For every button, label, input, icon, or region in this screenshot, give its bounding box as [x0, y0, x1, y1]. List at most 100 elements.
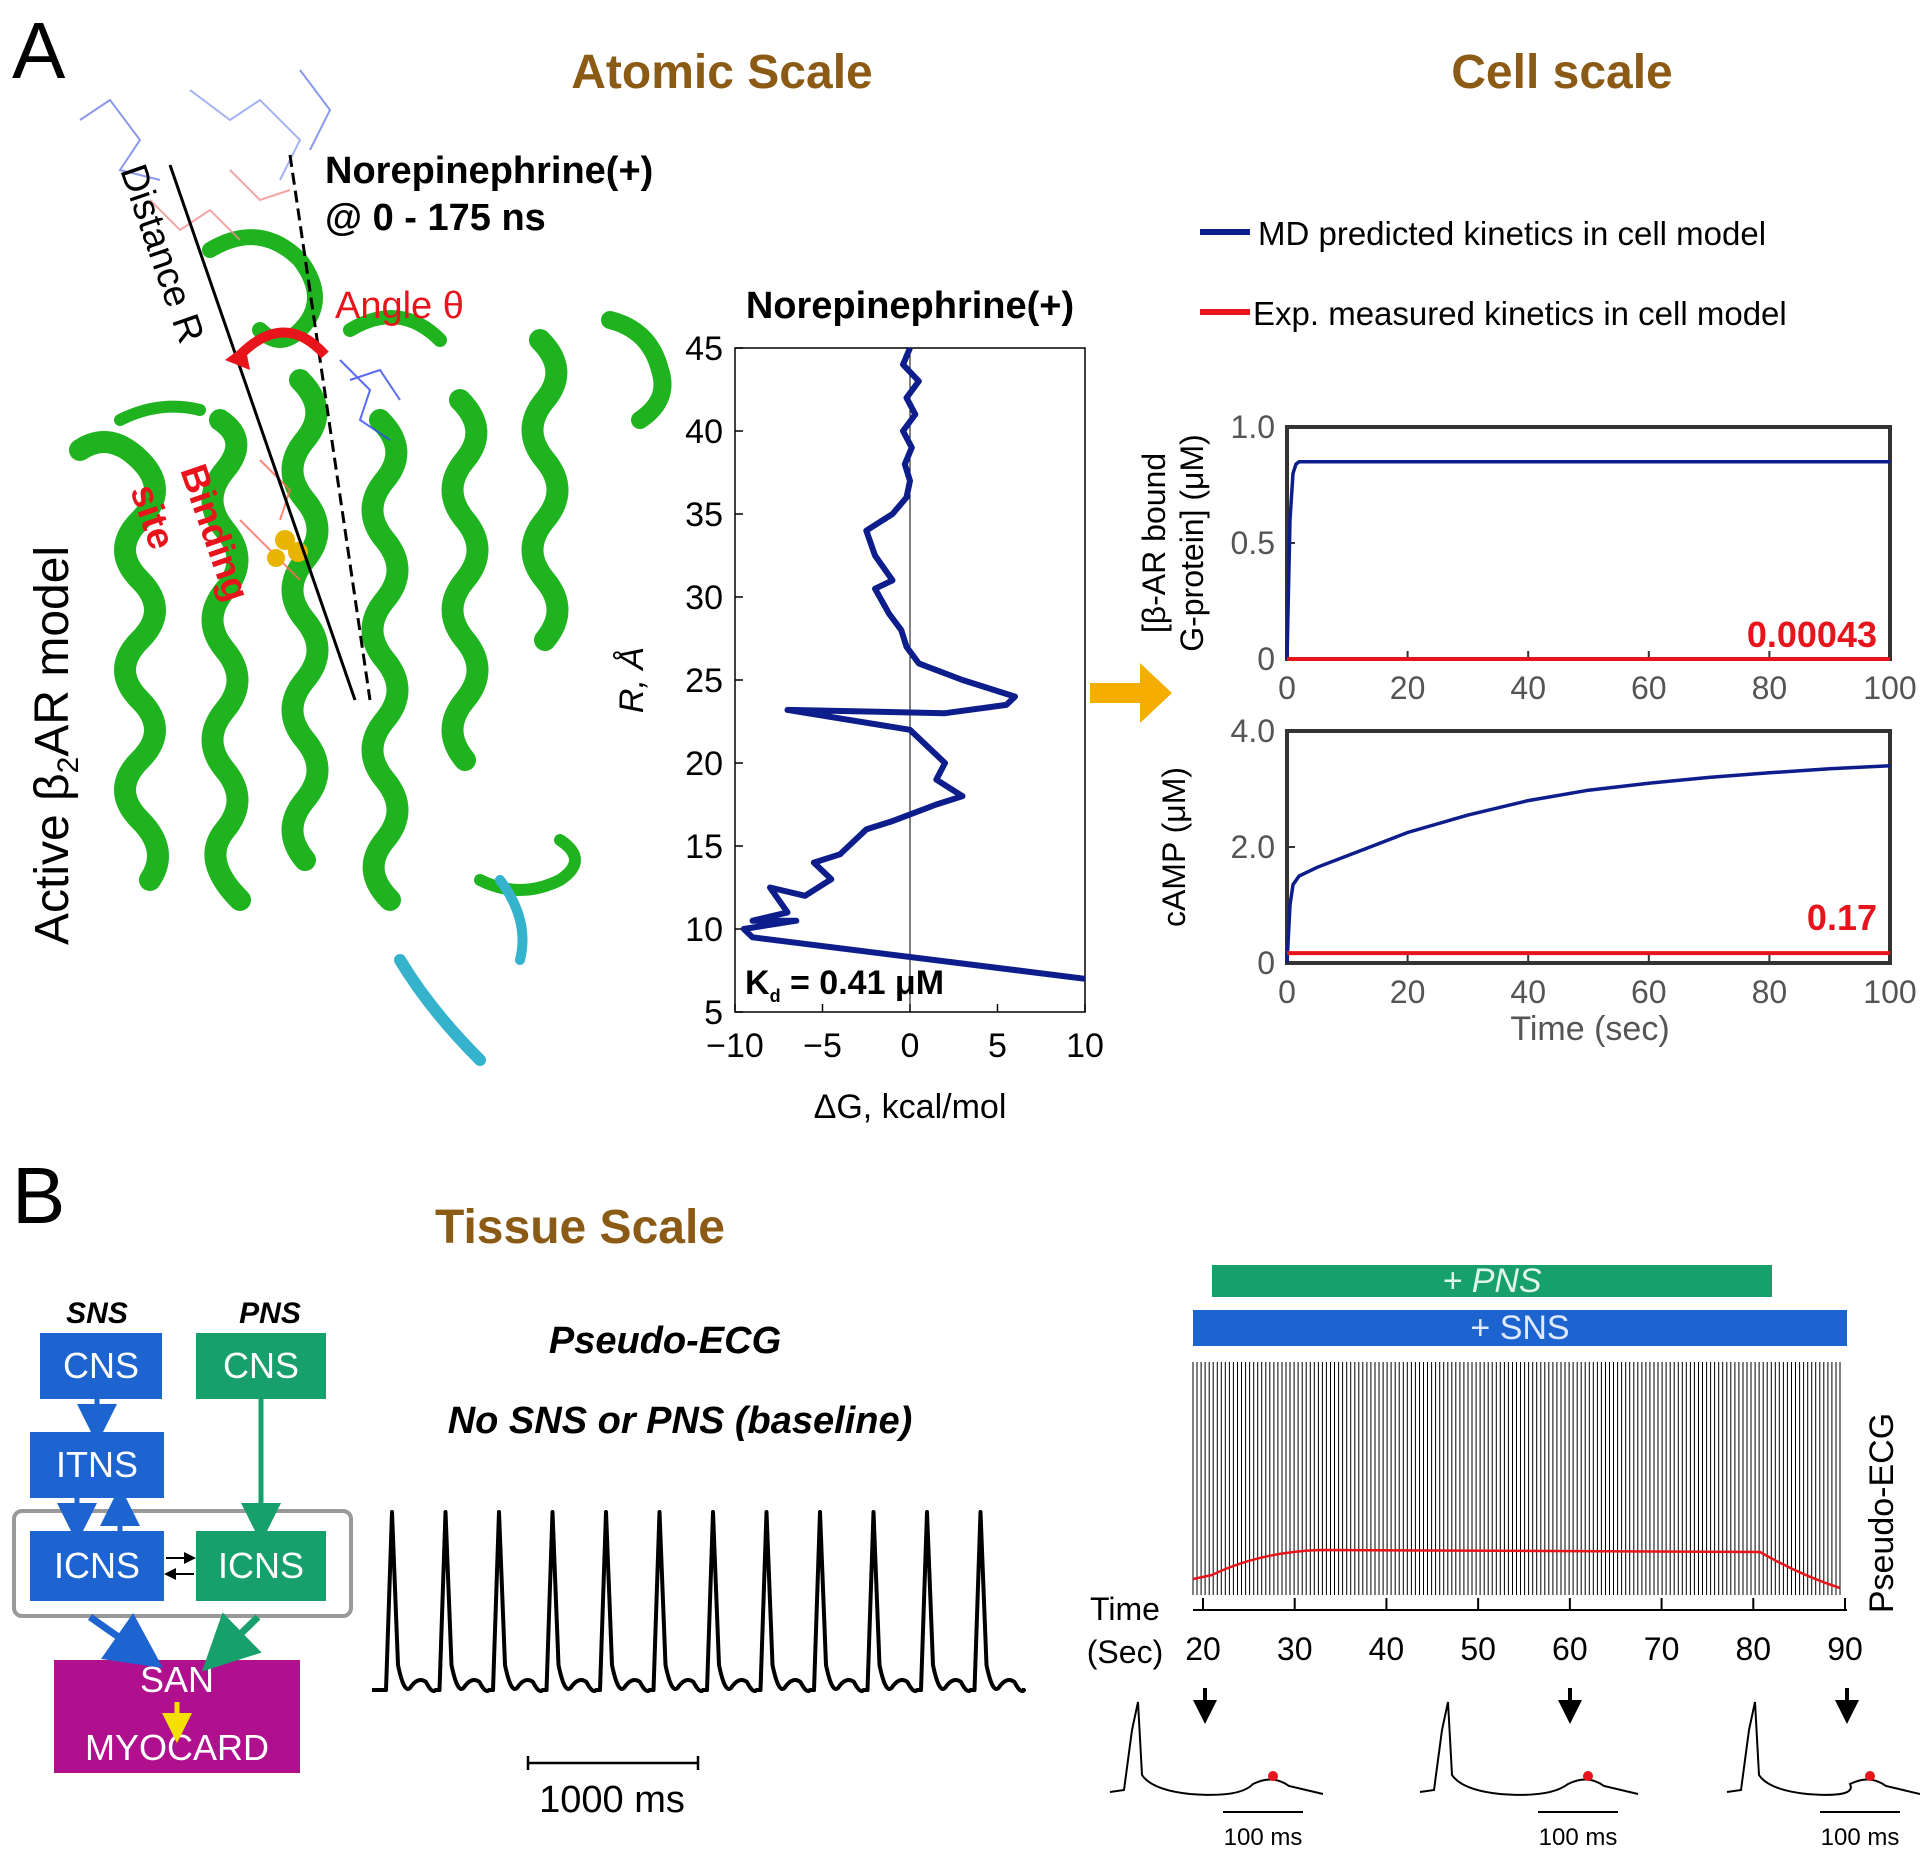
fe-xtick-label: 10 [1066, 1027, 1104, 1065]
camp-plot-frame [1285, 729, 1892, 965]
stim-time-tick-label: 40 [1369, 1631, 1405, 1667]
camp-xtick-label: 0 [1278, 974, 1296, 1010]
ap-trace-3 [1726, 1701, 1920, 1796]
ligand-label: Norepinephrine(+) [325, 150, 653, 192]
fe-ytick-label: 15 [685, 828, 723, 866]
time-axis-label-1: Time [1090, 1591, 1160, 1627]
gp-ytick-label: 0.5 [1231, 525, 1275, 561]
icns-group-frame [12, 1509, 353, 1618]
camp-md-line [1285, 764, 1891, 964]
pns-cns-box [196, 1333, 326, 1399]
ap-marker-1 [1268, 1771, 1278, 1781]
ecg-subtitle: No SNS or PNS (baseline) [448, 1400, 913, 1442]
sns-cns-label: CNS [63, 1345, 139, 1386]
camp-chart: 0 20 40 60 80 100 0 2.0 4.0 0.17 cAMP (μM) Time … [1156, 713, 1917, 1048]
ecg-title: Pseudo-ECG [549, 1320, 781, 1362]
fe-chart-title: Norepinephrine(+) [746, 285, 1074, 327]
myocard-label: MYOCARD [85, 1727, 269, 1768]
camp-annotation: 0.17 [1807, 897, 1877, 938]
gp-xtick-label: 80 [1752, 670, 1788, 706]
legend-exp-text: Exp. measured kinetics in cell model [1253, 295, 1787, 332]
fe-ytick-label: 40 [685, 413, 723, 451]
camp-ytick-label: 4.0 [1231, 713, 1275, 749]
gp-ytick-label: 1.0 [1231, 409, 1275, 445]
cell-legend: MD predicted kinetics in cell model Exp.… [1200, 215, 1787, 332]
sns-icns-label: ICNS [54, 1545, 140, 1586]
panel-a-label: A [12, 6, 66, 95]
camp-ytick-label: 2.0 [1231, 829, 1275, 865]
fe-ytick-label: 30 [685, 579, 723, 617]
gp-xtick-label: 20 [1390, 670, 1426, 706]
gp-xtick-label: 0 [1278, 670, 1296, 706]
gp-ylabel-line1: [β-AR bound [1136, 453, 1172, 633]
camp-ylabel: cAMP (μM) [1156, 767, 1192, 927]
stim-ecg-envelope [1192, 1548, 1841, 1590]
tissue-scale-title: Tissue Scale [435, 1201, 725, 1254]
sns-icns-box [30, 1531, 164, 1601]
pns-header: PNS [239, 1297, 301, 1330]
stim-time-tick-label: 80 [1735, 1631, 1771, 1667]
atomic-scale-title: Atomic Scale [571, 46, 872, 99]
fe-ytick-label: 25 [685, 662, 723, 700]
san-label: SAN [140, 1659, 214, 1700]
fe-ytick-label: 5 [704, 994, 723, 1032]
pns-to-san-arrow [201, 1612, 262, 1672]
itns-label: ITNS [56, 1444, 138, 1485]
gp-ytick-label: 0 [1257, 641, 1275, 677]
fe-series-line [740, 346, 1086, 982]
fe-xtick-label: −5 [803, 1027, 842, 1065]
binding-label: Binding [171, 459, 257, 606]
time-range-label: @ 0 - 175 ns [325, 197, 546, 239]
sns-bar [1193, 1310, 1847, 1346]
gp-ylabel-line2: G-protein] (μM) [1174, 434, 1210, 652]
distance-label: Distance R [111, 159, 211, 348]
stim-time-tick-label: 90 [1827, 1631, 1863, 1667]
stim-time-tick-label: 60 [1552, 1631, 1588, 1667]
gp-xtick-label: 60 [1631, 670, 1667, 706]
stim-time-tick-label: 70 [1644, 1631, 1680, 1667]
sns-to-san-arrow [87, 1613, 163, 1669]
scale-arrow [1090, 663, 1172, 723]
fe-xlabel: ΔG, kcal/mol [814, 1088, 1007, 1126]
inset-scale-label-3: 100 ms [1821, 1824, 1900, 1851]
gp-annotation: 0.00043 [1747, 614, 1877, 655]
ap-marker-3 [1865, 1771, 1875, 1781]
legend-md-text: MD predicted kinetics in cell model [1258, 215, 1766, 252]
camp-xlabel: Time (sec) [1510, 1010, 1669, 1048]
inset-scale-label-2: 100 ms [1539, 1824, 1618, 1851]
ecg-scale-label: 1000 ms [539, 1779, 685, 1821]
time-axis-label-2: (Sec) [1087, 1634, 1163, 1670]
ap-marker-2 [1583, 1771, 1593, 1781]
stim-time-tick-label: 20 [1185, 1631, 1221, 1667]
camp-xtick-label: 100 [1863, 974, 1916, 1010]
sns-cns-box [40, 1333, 162, 1399]
fe-xtick-label: −10 [706, 1027, 764, 1065]
camp-xtick-label: 20 [1390, 974, 1426, 1010]
free-energy-chart: Norepinephrine(+) −10 −5 0 5 10 5 10 15 20 25 30 35… [613, 285, 1104, 1126]
panel-b-label: B [12, 1151, 65, 1240]
pns-cns-label: CNS [223, 1345, 299, 1386]
fe-ylabel: R, Å [613, 647, 651, 713]
inset-scale-label-1: 100 ms [1224, 1824, 1303, 1851]
cell-scale-title: Cell scale [1451, 46, 1672, 99]
gp-md-line [1285, 460, 1890, 660]
fe-xtick-label: 5 [988, 1027, 1007, 1065]
fe-xtick-label: 0 [901, 1027, 920, 1065]
ap-insets: 100 ms 100 ms 100 ms [1109, 1688, 1920, 1851]
fe-ytick-label: 35 [685, 496, 723, 534]
sns-bar-label: + SNS [1470, 1309, 1569, 1347]
ap-trace-2 [1419, 1701, 1639, 1796]
sns-header: SNS [66, 1297, 128, 1330]
fe-ytick-label: 20 [685, 745, 723, 783]
camp-xtick-label: 40 [1510, 974, 1546, 1010]
protein-structure-illustration [69, 69, 672, 1066]
pns-bar-label: + PNS [1442, 1262, 1542, 1300]
stim-ecg-panel [1192, 1362, 1841, 1595]
stim-ecg-trace [1192, 1362, 1841, 1595]
camp-xtick-label: 60 [1631, 974, 1667, 1010]
pns-bar [1212, 1265, 1772, 1297]
gp-xtick-label: 40 [1510, 670, 1546, 706]
baseline-ecg-trace [372, 1510, 1026, 1693]
autonomic-diagram: SNS PNS CNS CNS ITNS ICNS ICNS SAN MYOCA… [12, 1297, 353, 1773]
